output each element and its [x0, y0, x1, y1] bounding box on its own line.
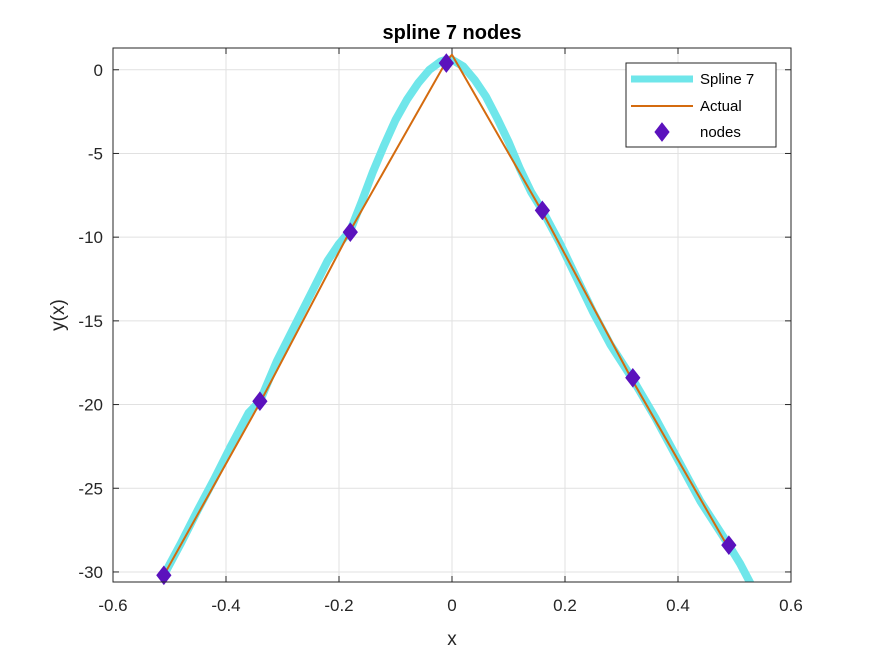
x-tick-label: 0: [447, 596, 456, 615]
x-tick-label: -0.2: [324, 596, 353, 615]
node-marker: [438, 53, 454, 73]
x-axis-label: x: [447, 629, 457, 650]
y-tick-label: -10: [78, 228, 103, 247]
node-marker: [252, 391, 268, 412]
x-tick-label: -0.4: [211, 596, 240, 615]
legend-label-spline: Spline 7: [700, 71, 754, 88]
y-tick-label: -30: [78, 563, 103, 582]
x-tick-labels: -0.6 -0.4 -0.2 0 0.2 0.4 0.6: [98, 596, 802, 615]
x-tick-label: 0.2: [553, 596, 577, 615]
y-axis-label: y(x): [48, 299, 69, 331]
y-tick-labels: 0 -5 -10 -15 -20 -25 -30: [78, 61, 103, 582]
y-tick-label: -25: [78, 479, 103, 498]
y-tick-label: -15: [78, 312, 103, 331]
legend: Spline 7 Actual nodes: [625, 62, 777, 148]
y-tick-label: -5: [88, 144, 103, 163]
x-tick-label: -0.6: [98, 596, 127, 615]
series-layer: [156, 53, 755, 586]
y-tick-label: -20: [78, 396, 103, 415]
x-tick-label: 0.4: [666, 596, 690, 615]
node-marker: [534, 200, 551, 221]
tick-marks: [112, 48, 792, 582]
node-marker: [156, 565, 172, 586]
x-tick-label: 0.6: [779, 596, 803, 615]
node-marker: [342, 222, 358, 242]
legend-label-nodes: nodes: [700, 124, 741, 141]
chart-title: spline 7 nodes: [383, 22, 522, 44]
y-tick-label: 0: [94, 61, 103, 80]
node-marker: [721, 535, 737, 555]
node-marker: [625, 367, 641, 388]
legend-label-actual: Actual: [700, 98, 742, 115]
legend-swatch-nodes-diamond-icon: [654, 122, 670, 142]
